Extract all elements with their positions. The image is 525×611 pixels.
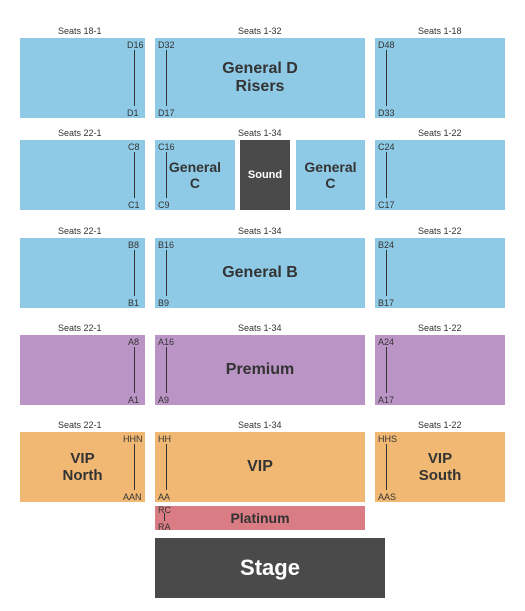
row-label: C24 — [378, 142, 395, 152]
section-platinum[interactable]: Platinum — [155, 506, 365, 530]
seats-label: Seats 22-1 — [58, 226, 102, 236]
row-tick — [134, 50, 135, 106]
seats-label: Seats 1-22 — [418, 323, 462, 333]
row-label: B24 — [378, 240, 394, 250]
row-tick — [386, 250, 387, 296]
row-label: B8 — [128, 240, 139, 250]
row-tick — [166, 152, 167, 198]
row-label: AAN — [123, 492, 142, 502]
row-tick — [166, 347, 167, 393]
section-sound: Sound — [240, 140, 290, 210]
seats-label: Seats 1-34 — [238, 420, 282, 430]
row-label: B17 — [378, 298, 394, 308]
seats-label: Seats 1-22 — [418, 128, 462, 138]
row-tick — [134, 347, 135, 393]
seating-chart: General D RisersGeneral CSoundGeneral CG… — [0, 0, 525, 611]
row-label: D16 — [127, 40, 144, 50]
row-label: HHS — [378, 434, 397, 444]
section-b-left[interactable] — [20, 238, 145, 308]
seats-label: Seats 1-34 — [238, 128, 282, 138]
row-label: C1 — [128, 200, 140, 210]
row-tick — [386, 152, 387, 198]
row-label: D1 — [127, 108, 139, 118]
row-label: B1 — [128, 298, 139, 308]
section-a-center[interactable]: Premium — [155, 335, 365, 405]
row-label: AAS — [378, 492, 396, 502]
row-label: C16 — [158, 142, 175, 152]
row-tick — [166, 50, 167, 106]
row-label: A8 — [128, 337, 139, 347]
section-vip-center[interactable]: VIP — [155, 432, 365, 502]
row-label: C17 — [378, 200, 395, 210]
row-label: RA — [158, 522, 171, 532]
row-label: A16 — [158, 337, 174, 347]
seats-label: Seats 18-1 — [58, 26, 102, 36]
section-stage: Stage — [155, 538, 385, 598]
row-label: HH — [158, 434, 171, 444]
row-tick — [386, 50, 387, 106]
row-tick — [386, 444, 387, 490]
row-tick — [134, 444, 135, 490]
row-label: D48 — [378, 40, 395, 50]
row-label: D32 — [158, 40, 175, 50]
seats-label: Seats 1-18 — [418, 26, 462, 36]
seats-label: Seats 1-22 — [418, 226, 462, 236]
section-b-right[interactable] — [375, 238, 505, 308]
row-tick — [134, 152, 135, 198]
seats-label: Seats 22-1 — [58, 323, 102, 333]
row-label: B16 — [158, 240, 174, 250]
row-label: B9 — [158, 298, 169, 308]
row-label: A17 — [378, 395, 394, 405]
section-d-center[interactable]: General D Risers — [155, 38, 365, 118]
row-label: C9 — [158, 200, 170, 210]
section-a-left[interactable] — [20, 335, 145, 405]
seats-label: Seats 22-1 — [58, 420, 102, 430]
row-label: C8 — [128, 142, 140, 152]
row-label: HHN — [123, 434, 143, 444]
seats-label: Seats 1-22 — [418, 420, 462, 430]
row-label: A9 — [158, 395, 169, 405]
seats-label: Seats 1-34 — [238, 323, 282, 333]
row-tick — [134, 250, 135, 296]
row-label: D17 — [158, 108, 175, 118]
section-d-right[interactable] — [375, 38, 505, 118]
row-tick — [386, 347, 387, 393]
section-c-center-r[interactable]: General C — [296, 140, 365, 210]
row-tick — [166, 250, 167, 296]
row-tick — [164, 513, 165, 521]
seats-label: Seats 1-34 — [238, 226, 282, 236]
section-c-left[interactable] — [20, 140, 145, 210]
row-label: AA — [158, 492, 170, 502]
row-tick — [166, 444, 167, 490]
section-d-left[interactable] — [20, 38, 145, 118]
row-label: A24 — [378, 337, 394, 347]
row-label: D33 — [378, 108, 395, 118]
section-b-center[interactable]: General B — [155, 238, 365, 308]
seats-label: Seats 22-1 — [58, 128, 102, 138]
section-a-right[interactable] — [375, 335, 505, 405]
row-label: A1 — [128, 395, 139, 405]
seats-label: Seats 1-32 — [238, 26, 282, 36]
